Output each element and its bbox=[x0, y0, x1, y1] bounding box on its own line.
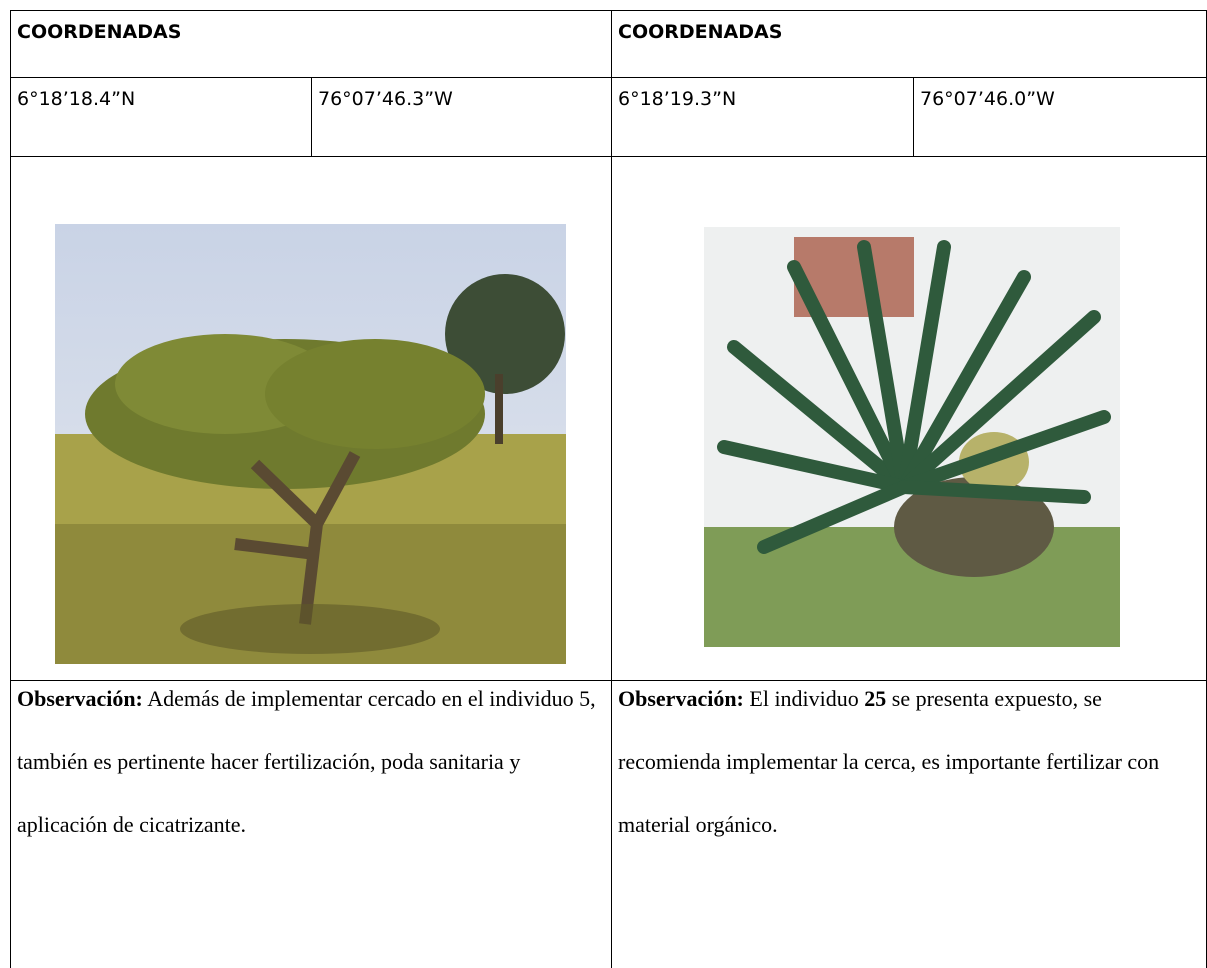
observation-text: El individuo bbox=[749, 686, 859, 711]
latitude: 6°18’19.3”N bbox=[618, 88, 737, 110]
header: COORDENADAS bbox=[618, 21, 783, 43]
observation-label: Observación: bbox=[618, 686, 744, 711]
observation-text: se presenta expuesto, se recomienda impl… bbox=[618, 686, 1160, 837]
individual-number: 25 bbox=[864, 686, 887, 711]
longitude: 76°07’46.3”W bbox=[318, 88, 453, 110]
longitude-cell: 76°07’46.0”W bbox=[913, 77, 1207, 157]
longitude-cell: 76°07’46.3”W bbox=[311, 77, 612, 157]
observation: Observación: Además de implementar cerca… bbox=[17, 667, 611, 856]
header-cell: COORDENADAS bbox=[10, 10, 612, 78]
observation-cell: Observación: Además de implementar cerca… bbox=[10, 680, 612, 968]
observation-cell: Observación: El individuo 25 se presenta… bbox=[611, 680, 1207, 968]
photo-cell bbox=[611, 156, 1207, 681]
palm-photo bbox=[704, 227, 1120, 647]
observation: Observación: El individuo 25 se presenta… bbox=[618, 667, 1206, 856]
tree-photo bbox=[55, 224, 566, 664]
header-row: COORDENADAS COORDENADAS bbox=[10, 10, 1207, 78]
photo-cell bbox=[10, 156, 612, 681]
latitude-cell: 6°18’19.3”N bbox=[611, 77, 914, 157]
photo-row bbox=[10, 156, 1207, 681]
observation-row: Observación: Además de implementar cerca… bbox=[10, 680, 1207, 968]
latitude-cell: 6°18’18.4”N bbox=[10, 77, 312, 157]
coordinates-table: COORDENADAS COORDENADAS 6°18’18.4”N 76°0… bbox=[10, 10, 1207, 968]
longitude: 76°07’46.0”W bbox=[920, 88, 1055, 110]
header: COORDENADAS bbox=[17, 21, 182, 43]
observation-text: Además de implementar cercado en el indi… bbox=[17, 686, 596, 837]
header-cell: COORDENADAS bbox=[611, 10, 1207, 78]
coordinate-row: 6°18’18.4”N 76°07’46.3”W 6°18’19.3”N 76°… bbox=[10, 77, 1207, 157]
latitude: 6°18’18.4”N bbox=[17, 88, 136, 110]
observation-label: Observación: bbox=[17, 686, 143, 711]
